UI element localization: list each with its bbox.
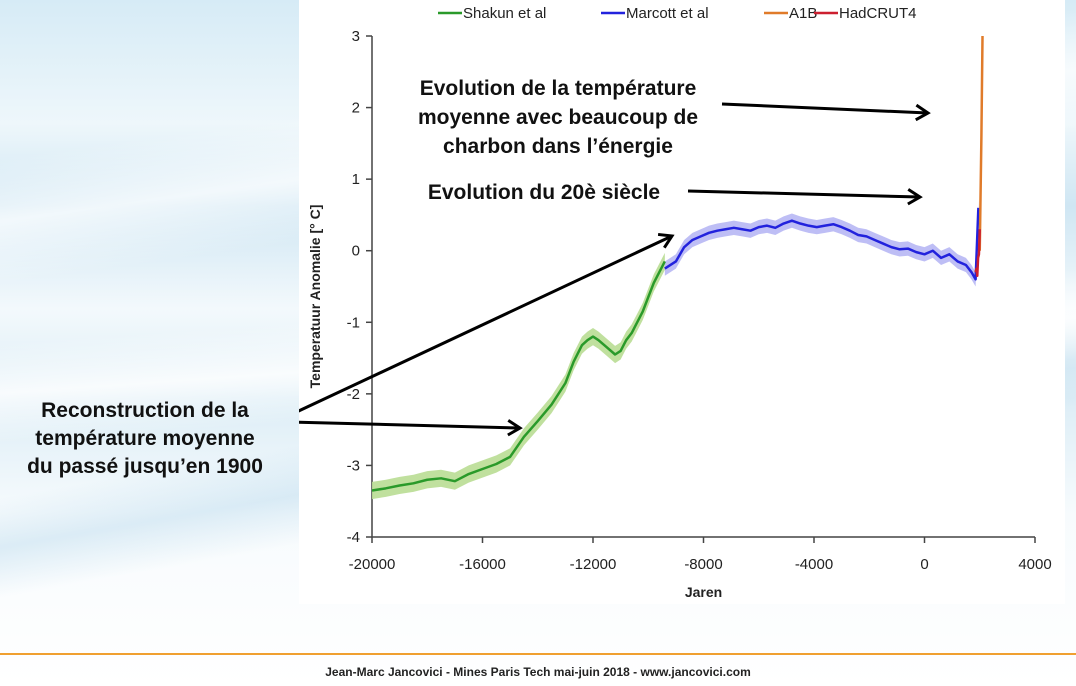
legend-label: Shakun et al: [463, 5, 546, 22]
x-tick-label: -20000: [349, 556, 396, 573]
arrow-shaft: [721, 102, 929, 115]
y-tick-label: -3: [347, 457, 360, 474]
x-tick-label: 4000: [1018, 556, 1051, 573]
arrow-to-20th-century: [687, 188, 923, 206]
arrow-head: [915, 103, 931, 122]
left-annotation-line-3: du passé jusqu’en 1900: [27, 455, 263, 478]
left-annotation-line-1: Reconstruction de la: [41, 399, 249, 422]
uncertainty-band-1: [664, 200, 979, 287]
arrow-to-a1b: [721, 102, 931, 122]
middle-annotation: Evolution du 20è siècle: [428, 181, 660, 204]
arrow-to-marcott: [299, 232, 675, 413]
y-tick-label: 0: [352, 243, 360, 260]
series-line-1: [664, 207, 980, 281]
uncertainty-bands: [372, 200, 979, 500]
left-annotation: Reconstruction de la température moyenne…: [0, 397, 290, 481]
x-tick-label: -8000: [684, 556, 722, 573]
arrow-shaft: [299, 420, 521, 430]
arrow-head: [507, 419, 523, 437]
arrow-shaft: [687, 189, 921, 199]
series-line-3: [974, 229, 981, 278]
chart-axes: 3 2 1 0 -1 -2 -3 -4 -20000 -16000 -12000 -8000 -4000…: [307, 28, 1052, 600]
x-axis-title: Jaren: [685, 584, 722, 600]
y-tick-label: -1: [347, 314, 360, 331]
x-tick-label: -12000: [570, 556, 617, 573]
y-tick-label: -2: [347, 386, 360, 403]
footer-divider: [0, 653, 1076, 655]
x-tick-label: -4000: [795, 556, 833, 573]
y-axis-title: Temperatuur Anomalie [° C]: [307, 205, 323, 389]
x-tick-label: -16000: [459, 556, 506, 573]
series-line-0: [371, 260, 666, 492]
chart-panel: Shakun et al Marcott et al A1B HadCRUT4 3 2 1…: [299, 0, 1065, 604]
y-tick-label: 2: [352, 100, 360, 117]
y-tick-label: 3: [352, 28, 360, 45]
legend-label: A1B: [789, 5, 817, 22]
temperature-chart: Shakun et al Marcott et al A1B HadCRUT4 3 2 1…: [299, 5, 1052, 600]
x-tick-label: 0: [920, 556, 928, 573]
arrow-head: [907, 188, 923, 206]
chart-legend: Shakun et al Marcott et al A1B HadCRUT4: [438, 5, 917, 22]
y-tick-label: -4: [347, 529, 360, 546]
left-annotation-line-2: température moyenne: [35, 427, 255, 450]
footer-credit: Jean-Marc Jancovici - Mines Paris Tech m…: [325, 665, 751, 679]
top-annotation-line-1: Evolution de la température: [420, 77, 697, 100]
arrow-to-shakun: [299, 419, 523, 437]
legend-label: HadCRUT4: [839, 5, 917, 22]
top-annotation-line-2: moyenne avec beaucoup de: [418, 106, 698, 129]
uncertainty-band-0: [372, 252, 665, 500]
arrow-head: [657, 232, 675, 249]
series-lines: [371, 35, 984, 492]
y-tick-label: 1: [352, 171, 360, 188]
series-line-2: [978, 35, 984, 251]
chart-annotations: Evolution de la température moyenne avec …: [299, 77, 931, 437]
legend-label: Marcott et al: [626, 5, 709, 22]
arrow-shaft: [299, 234, 673, 413]
top-annotation-line-3: charbon dans l’énergie: [443, 135, 673, 158]
